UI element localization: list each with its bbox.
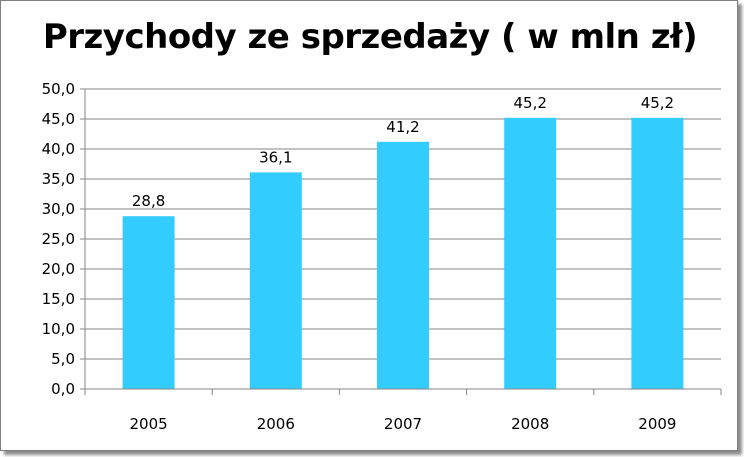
- chart-area: Przychody ze sprzedaży ( w mln zł) 0,0 5,…: [0, 0, 738, 451]
- x-tick-label: 2005: [130, 415, 168, 433]
- y-tick-label: 40,0: [42, 140, 75, 158]
- x-tick-label: 2009: [638, 415, 676, 433]
- bar: [504, 117, 557, 390]
- y-tick-label: 20,0: [42, 260, 75, 278]
- data-label: 45,2: [641, 94, 674, 112]
- x-tick-label: 2006: [257, 415, 295, 433]
- bar: [249, 172, 302, 389]
- data-label: 28,8: [132, 192, 165, 210]
- bar: [631, 117, 684, 390]
- data-label: 41,2: [386, 118, 419, 136]
- chart-plot: 0,0 5,0 10,0 15,0 20,0 25,0 30,0 35,0 40,0 45,0 50…: [42, 80, 722, 433]
- data-label: 45,2: [513, 94, 546, 112]
- x-tick-label: 2007: [384, 415, 422, 433]
- y-tick-label: 30,0: [42, 200, 75, 218]
- bar: [377, 141, 429, 389]
- y-tick-label: 35,0: [42, 170, 75, 188]
- y-tick-label: 50,0: [42, 80, 75, 98]
- y-tick-label: 5,0: [51, 350, 75, 368]
- y-tick-label: 15,0: [42, 290, 75, 308]
- y-tick-label: 0,0: [51, 380, 75, 398]
- y-tick-label: 45,0: [42, 110, 75, 128]
- y-tick-label: 10,0: [42, 320, 75, 338]
- bar: [122, 216, 175, 389]
- chart-title: Przychody ze sprzedaży ( w mln zł): [42, 17, 698, 57]
- y-tick-label: 25,0: [42, 230, 75, 248]
- data-label: 36,1: [259, 148, 292, 166]
- x-tick-label: 2008: [511, 415, 549, 433]
